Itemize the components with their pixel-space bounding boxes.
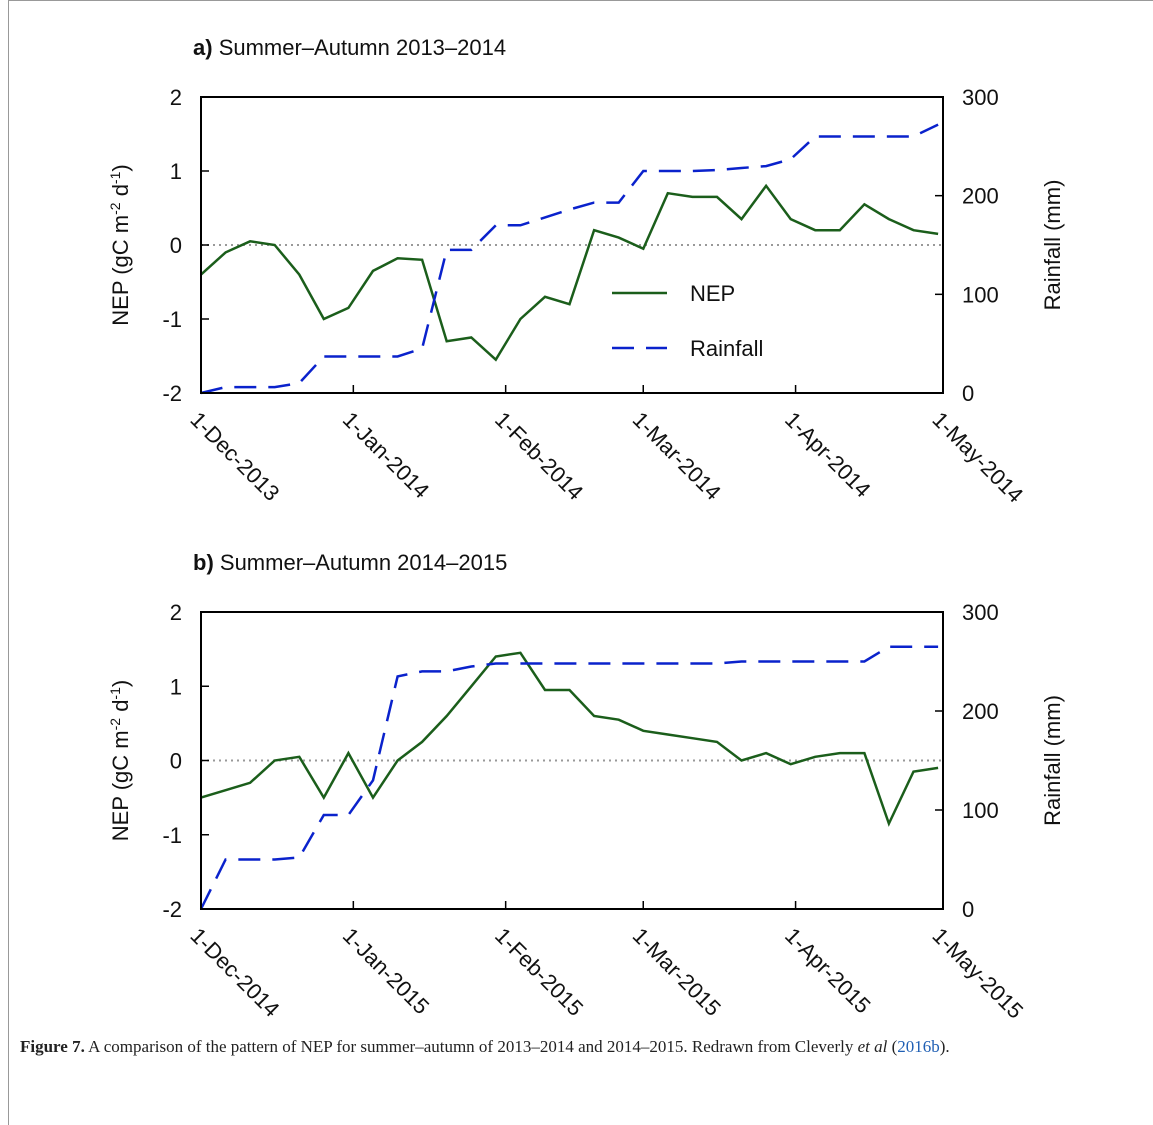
series-line <box>200 183 939 362</box>
y-axis-label-part: ) <box>108 164 133 171</box>
caption-text: A comparison of the pattern of NEP for s… <box>84 1037 858 1056</box>
chart-title: b) Summer–Autumn 2014–2015 <box>193 550 507 575</box>
y-axis-label-sup: -1 <box>107 687 123 700</box>
y2-tick-label: 300 <box>962 85 999 110</box>
caption: Figure 7. A comparison of the pattern of… <box>20 1036 1130 1058</box>
y2-tick-label: 300 <box>962 600 999 625</box>
series-line <box>200 651 939 827</box>
series-line <box>199 645 939 910</box>
series-line <box>200 123 939 395</box>
y2-tick-label: 200 <box>962 699 999 724</box>
y-axis-label-part: ) <box>108 680 133 687</box>
caption-open: ( <box>887 1037 898 1056</box>
panel-label: b) <box>193 550 214 575</box>
x-tick-label: 1-Feb-2015 <box>490 923 588 1021</box>
y-tick-label: -1 <box>162 307 182 332</box>
x-tick-label: 1-Feb-2014 <box>490 407 588 505</box>
x-tick-label: 1-May-2014 <box>927 407 1028 508</box>
page-frame <box>8 0 1153 1125</box>
y-axis-label: NEP (gC m-2 d-1) <box>107 680 133 841</box>
y2-axis-label: Rainfall (mm) <box>1040 180 1065 311</box>
y-tick-label: -2 <box>162 897 182 922</box>
x-tick-label: 1-Jan-2014 <box>338 407 434 503</box>
chart-title: a) Summer–Autumn 2013–2014 <box>193 35 506 60</box>
y2-axis-label: Rainfall (mm) <box>1040 695 1065 826</box>
y2-tick-label: 100 <box>962 282 999 307</box>
caption-close: ). <box>939 1037 950 1056</box>
y-axis-label-sup: -1 <box>107 171 123 184</box>
x-tick-label: 1-Jan-2015 <box>338 923 434 1019</box>
x-tick-label: 1-Dec-2013 <box>185 407 284 506</box>
legend-label: NEP <box>690 281 735 306</box>
y-tick-label: -2 <box>162 381 182 406</box>
y-tick-label: 0 <box>170 233 182 258</box>
y-axis-label-sup: -2 <box>107 718 123 731</box>
y-axis-label-part: d <box>108 700 133 718</box>
x-tick-label: 1-Apr-2015 <box>780 923 876 1019</box>
title-text: Summer–Autumn 2013–2014 <box>219 35 506 60</box>
y-tick-label: 1 <box>170 159 182 184</box>
x-tick-label: 1-May-2015 <box>927 923 1028 1024</box>
plot-frame <box>200 96 944 394</box>
y-axis-label-part: d <box>108 184 133 202</box>
x-tick-label: 1-Mar-2014 <box>628 407 726 505</box>
caption-ref[interactable]: 2016b <box>897 1037 940 1056</box>
x-tick-label: 1-Apr-2014 <box>780 407 876 503</box>
plot-frame <box>200 611 944 910</box>
y-tick-label: 2 <box>170 600 182 625</box>
y2-tick-label: 0 <box>962 381 974 406</box>
caption-label: Figure 7. <box>20 1037 85 1056</box>
y2-tick-label: 200 <box>962 184 999 209</box>
y2-tick-label: 100 <box>962 798 999 823</box>
y-tick-label: 2 <box>170 85 182 110</box>
caption-etal: et al <box>857 1037 888 1056</box>
x-tick-label: 1-Dec-2014 <box>185 923 284 1022</box>
y-tick-label: -1 <box>162 823 182 848</box>
y-axis-label: NEP (gC m-2 d-1) <box>107 164 133 325</box>
y2-tick-label: 0 <box>962 897 974 922</box>
panel-label: a) <box>193 35 213 60</box>
y-axis-label-part: NEP (gC m <box>108 730 133 841</box>
legend-label: Rainfall <box>690 336 763 361</box>
x-tick-label: 1-Mar-2015 <box>628 923 726 1021</box>
y-axis-label-part: NEP (gC m <box>108 215 133 326</box>
y-axis-label-sup: -2 <box>107 202 123 215</box>
y-tick-label: 0 <box>170 749 182 774</box>
title-text: Summer–Autumn 2014–2015 <box>220 550 507 575</box>
y-tick-label: 1 <box>170 674 182 699</box>
